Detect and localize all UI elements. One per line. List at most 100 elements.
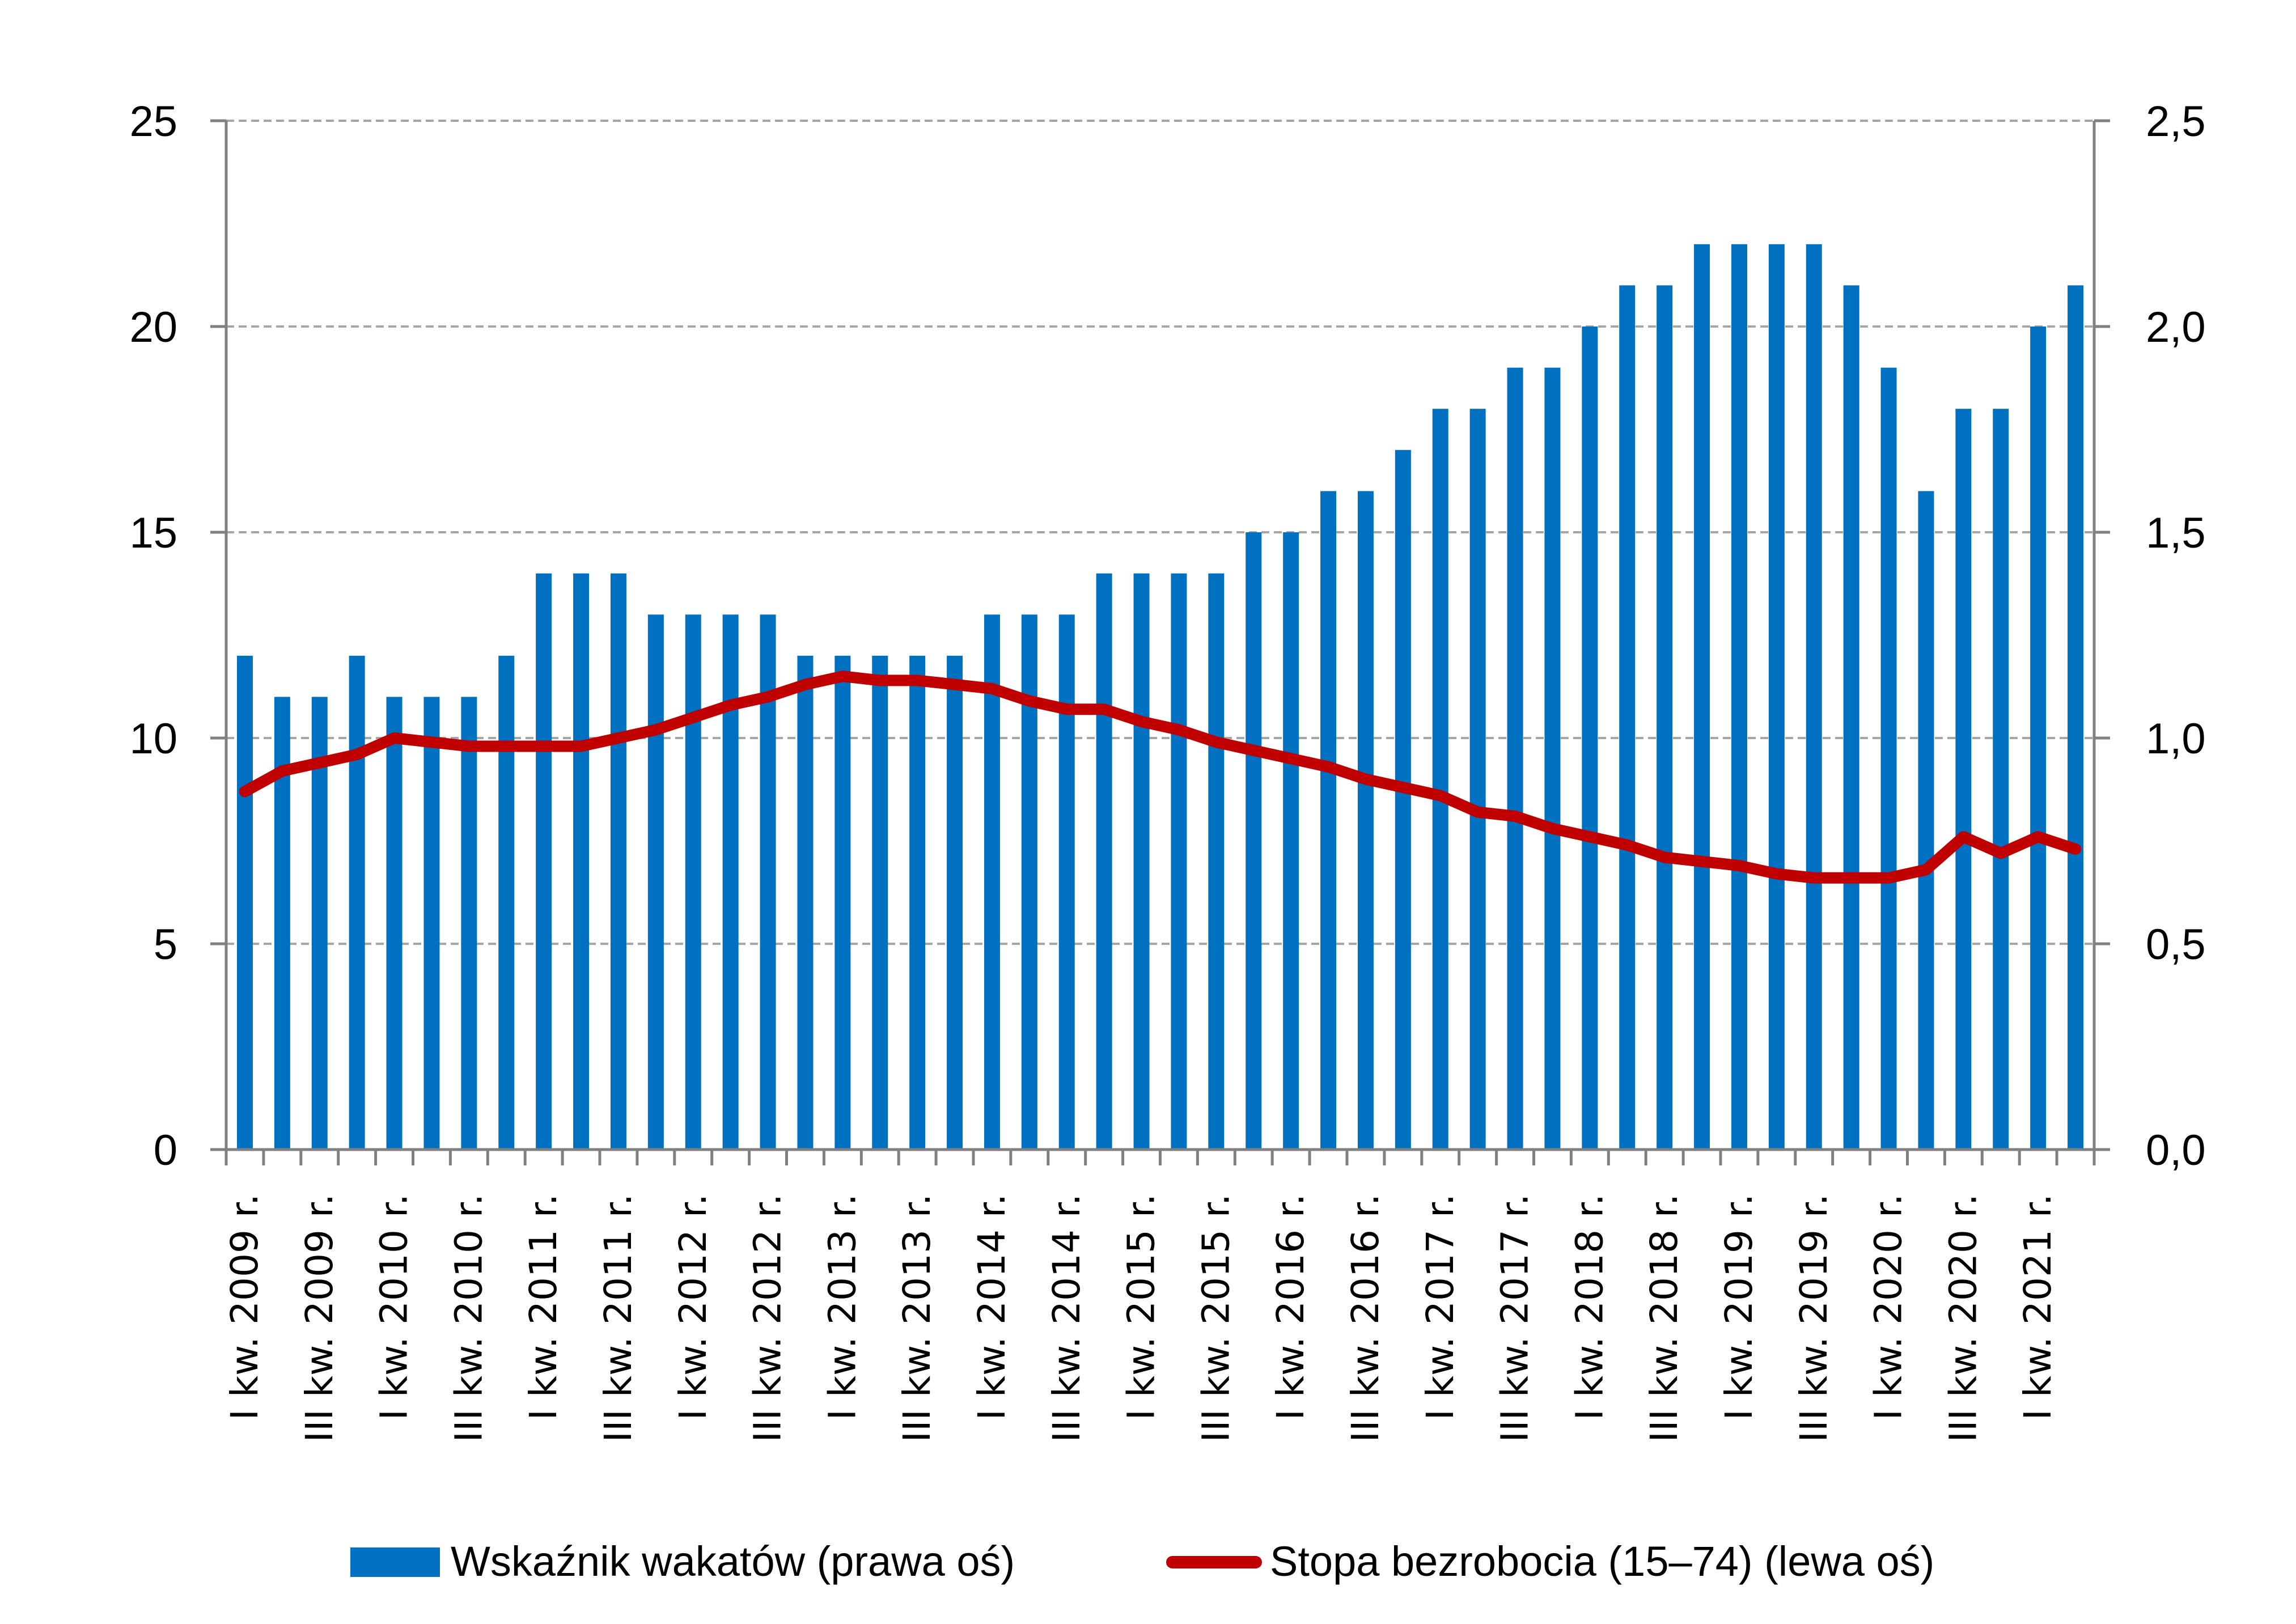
left-axis-tick-label: 25	[129, 97, 177, 146]
line-point	[394, 737, 395, 739]
line-point	[1104, 709, 1105, 710]
bar	[1768, 244, 1785, 1150]
x-axis-category-label: I kw. 2010 r.	[372, 1194, 416, 1421]
left-axis-tick-label: 0	[154, 1126, 177, 1174]
line-point	[1589, 836, 1590, 837]
bar	[461, 697, 477, 1150]
x-axis-category-label: I kw. 2015 r.	[1120, 1194, 1163, 1421]
line-point	[244, 791, 245, 792]
line-point	[1029, 701, 1030, 702]
bar	[1694, 244, 1710, 1150]
bar	[1880, 367, 1897, 1150]
line-point	[2000, 853, 2001, 854]
line-point	[431, 741, 432, 743]
bar	[1619, 285, 1636, 1150]
bar	[2030, 327, 2047, 1150]
line-point	[954, 684, 955, 685]
x-axis-category-label: I kw. 2011 r.	[522, 1194, 565, 1421]
x-axis-category-label: III kw. 2017 r.	[1493, 1194, 1537, 1442]
bar	[1357, 491, 1374, 1150]
bar	[722, 614, 739, 1150]
line-point	[1178, 729, 1179, 730]
left-axis-tick-label: 15	[129, 509, 177, 557]
bar	[1544, 367, 1561, 1150]
line-point	[1963, 836, 1964, 837]
right-axis-tick-label: 1,0	[2146, 715, 2206, 763]
legend: Wskaźnik wakatów (prawa oś) Stopa bezrob…	[350, 1538, 1934, 1585]
bar	[1843, 285, 1859, 1150]
line-point	[357, 754, 358, 755]
line-point	[1477, 812, 1479, 813]
legend-label-vacancy-rate: Wskaźnik wakatów (prawa oś)	[451, 1538, 1015, 1585]
legend-item-vacancy-rate: Wskaźnik wakatów (prawa oś)	[350, 1538, 1015, 1585]
x-axis-category-label: I kw. 2009 r.	[223, 1194, 266, 1421]
bar	[1133, 573, 1150, 1150]
line-point	[1552, 828, 1553, 829]
x-axis-category-label: III kw. 2014 r.	[1045, 1194, 1088, 1442]
bar	[311, 697, 328, 1150]
bar	[349, 655, 365, 1150]
bar	[1395, 450, 1411, 1150]
right-axis-tick-label: 0,5	[2146, 921, 2206, 969]
bar	[573, 573, 590, 1150]
x-axis-category-label: I kw. 2018 r.	[1568, 1194, 1611, 1421]
x-axis-category-label: I kw. 2014 r.	[970, 1194, 1014, 1421]
bar	[872, 655, 888, 1150]
line-point	[730, 705, 731, 706]
bar	[1731, 244, 1747, 1150]
x-axis-category-label: I kw. 2013 r.	[820, 1194, 864, 1421]
bar-series-vacancy-rate	[236, 244, 2084, 1150]
line-point	[1888, 877, 1890, 879]
unemployment-line	[239, 671, 2082, 884]
x-axis-category-label: III kw. 2009 r.	[298, 1194, 341, 1442]
bar	[386, 697, 403, 1150]
line-point	[1851, 877, 1852, 879]
line-point	[1776, 874, 1777, 875]
bar	[423, 697, 440, 1150]
axes	[210, 119, 2110, 1165]
x-axis-category-label: III kw. 2012 r.	[746, 1194, 790, 1442]
x-axis-category-label: III kw. 2013 r.	[895, 1194, 939, 1442]
bar	[909, 655, 926, 1150]
line-point	[1328, 766, 1329, 768]
line-point	[581, 746, 582, 747]
line-point	[655, 729, 656, 730]
x-axis-category-label: III kw. 2015 r.	[1194, 1194, 1238, 1442]
x-axis-category-label: I kw. 2019 r.	[1717, 1194, 1761, 1421]
line-point	[1814, 877, 1815, 879]
x-axis-category-label: III kw. 2010 r.	[447, 1194, 490, 1442]
x-axis-category-label: III kw. 2020 r.	[1941, 1194, 1985, 1442]
legend-label-unemployment-rate: Stopa bezrobocia (15–74) (lewa oś)	[1270, 1538, 1934, 1585]
left-axis-tick-label: 20	[129, 303, 177, 351]
bar	[984, 614, 1000, 1150]
line-point	[1701, 861, 1702, 862]
left-axis-tick-labels: 0 5 10 15 20 25	[129, 97, 177, 1174]
line-point	[1403, 787, 1404, 788]
bar	[947, 655, 963, 1150]
legend-item-unemployment-rate: Stopa bezrobocia (15–74) (lewa oś)	[1166, 1538, 1934, 1585]
bar	[1806, 244, 1822, 1150]
line-point	[879, 680, 880, 681]
line-point	[1066, 709, 1067, 710]
line-point	[804, 684, 806, 685]
line-point	[543, 746, 544, 747]
line-point	[506, 746, 507, 747]
bar	[1507, 367, 1523, 1150]
bar	[1171, 573, 1187, 1150]
line-point	[768, 696, 769, 697]
legend-swatch-bar	[350, 1547, 440, 1577]
right-axis-tick-label: 0,0	[2146, 1126, 2206, 1174]
x-axis-category-label: I kw. 2021 r.	[2016, 1194, 2060, 1421]
line-point	[1515, 816, 1516, 817]
x-axis-category-label: I kw. 2017 r.	[1418, 1194, 1462, 1421]
line-point	[1440, 795, 1441, 796]
x-axis-category-label: III kw. 2011 r.	[596, 1194, 640, 1442]
x-axis-category-label: III kw. 2016 r.	[1344, 1194, 1387, 1442]
line-series-unemployment-rate	[239, 671, 2082, 884]
bar	[1208, 573, 1225, 1150]
bar	[236, 655, 253, 1150]
left-axis-tick-label: 5	[154, 921, 177, 969]
left-axis-tick-label: 10	[129, 715, 177, 763]
bar	[1657, 285, 1673, 1150]
